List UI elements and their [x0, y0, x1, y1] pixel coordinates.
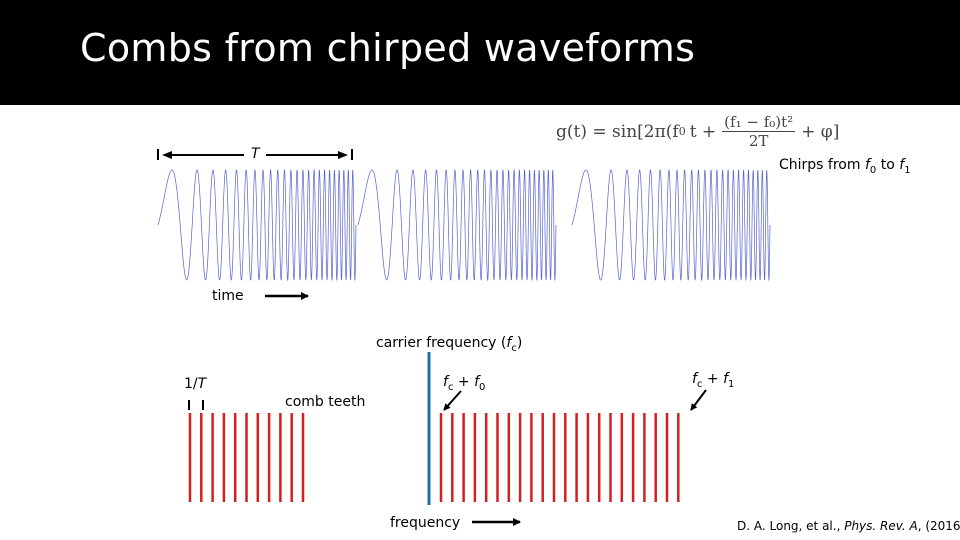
carrier-frequency-label: carrier frequency (fc)	[376, 335, 523, 354]
chirp-equation: g(t) = sin[2π(f 0 t + (f₁ − f₀)t² 2T + φ]	[556, 113, 839, 150]
equation-t-part: t +	[689, 121, 717, 142]
fc-plus-f1-label: fc + f1	[692, 371, 735, 390]
fc-plus-f0-label: fc + f0	[443, 374, 486, 393]
chirp-note: Chirps from f0 to f1	[779, 157, 911, 176]
frequency-comb	[188, 352, 680, 505]
equation-lhs: g(t) = sin[2π(f	[556, 121, 679, 142]
chirp-period-1	[157, 168, 357, 282]
title-bar: Combs from chirped waveforms	[0, 0, 960, 105]
period-label: T	[251, 146, 260, 162]
equation-lhs-sub: 0	[678, 125, 686, 138]
citation: D. A. Long, et al., Phys. Rev. A, (2016)…	[737, 519, 960, 533]
equation-fraction: (f₁ − f₀)t² 2T	[722, 113, 796, 150]
tooth-spacing-label: 1/T	[184, 376, 207, 392]
slide-title: Combs from chirped waveforms	[80, 26, 696, 70]
time-label: time	[212, 288, 244, 304]
equation-denominator: 2T	[748, 132, 769, 150]
chirp-period-3	[571, 168, 771, 282]
frequency-label: frequency	[390, 515, 461, 531]
fc-plus-f0-arrow	[443, 390, 462, 411]
period-arrow	[157, 149, 353, 160]
equation-rhs: + φ]	[801, 121, 840, 142]
fc-plus-f1-arrow	[690, 389, 707, 411]
equation-numerator: (f₁ − f₀)t²	[722, 113, 796, 132]
chirp-period-2	[357, 168, 557, 282]
chirp-waveforms	[157, 168, 771, 282]
comb-teeth-label: comb teeth	[285, 394, 366, 410]
